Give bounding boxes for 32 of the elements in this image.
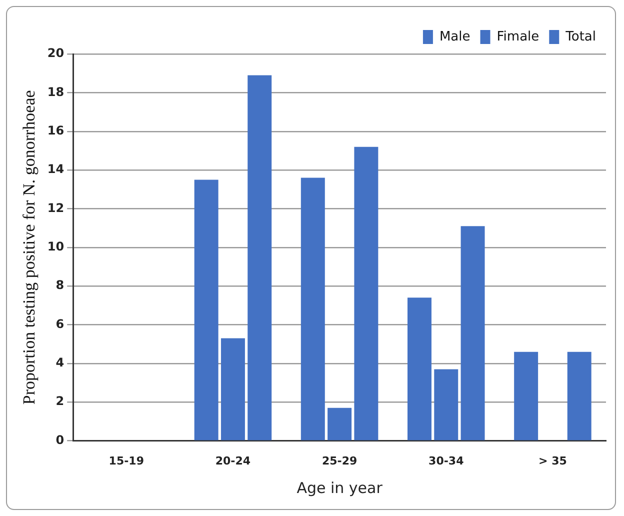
y-tick-label: 4 bbox=[56, 356, 64, 370]
x-tick-label: 15-19 bbox=[108, 454, 144, 468]
bar bbox=[354, 146, 378, 440]
bar bbox=[220, 338, 245, 440]
y-tick-label: 14 bbox=[47, 162, 64, 176]
bar bbox=[407, 298, 432, 440]
bar bbox=[194, 180, 218, 440]
y-tick-label: 6 bbox=[56, 316, 64, 331]
y-tick-label: 16 bbox=[47, 123, 64, 138]
y-tick-label: 2 bbox=[56, 394, 64, 408]
legend-label: Total bbox=[564, 29, 596, 44]
x-axis-title: Age in year bbox=[296, 478, 384, 497]
x-tick-label: 25-29 bbox=[322, 454, 358, 468]
bar bbox=[514, 352, 538, 440]
legend-label: Male bbox=[439, 29, 470, 44]
bar bbox=[434, 369, 458, 440]
bar bbox=[300, 178, 325, 440]
y-axis-title: Proportion testing positive for N. gonorrhoeae bbox=[20, 90, 39, 405]
y-tick-label: 12 bbox=[47, 200, 64, 215]
bar bbox=[567, 352, 592, 440]
y-tick-label: 8 bbox=[56, 278, 64, 292]
bar bbox=[328, 408, 352, 440]
bar bbox=[248, 75, 272, 440]
x-tick-label: > 35 bbox=[538, 454, 567, 468]
x-tick-label: 20-24 bbox=[215, 454, 251, 468]
y-tick-label: 0 bbox=[56, 432, 64, 447]
x-tick-label: 30-34 bbox=[428, 454, 464, 468]
legend-label: Fimale bbox=[496, 29, 540, 44]
y-tick-label: 18 bbox=[47, 84, 64, 99]
y-tick-label: 20 bbox=[47, 46, 64, 60]
y-tick-label: 10 bbox=[47, 240, 64, 254]
bar bbox=[460, 226, 485, 440]
